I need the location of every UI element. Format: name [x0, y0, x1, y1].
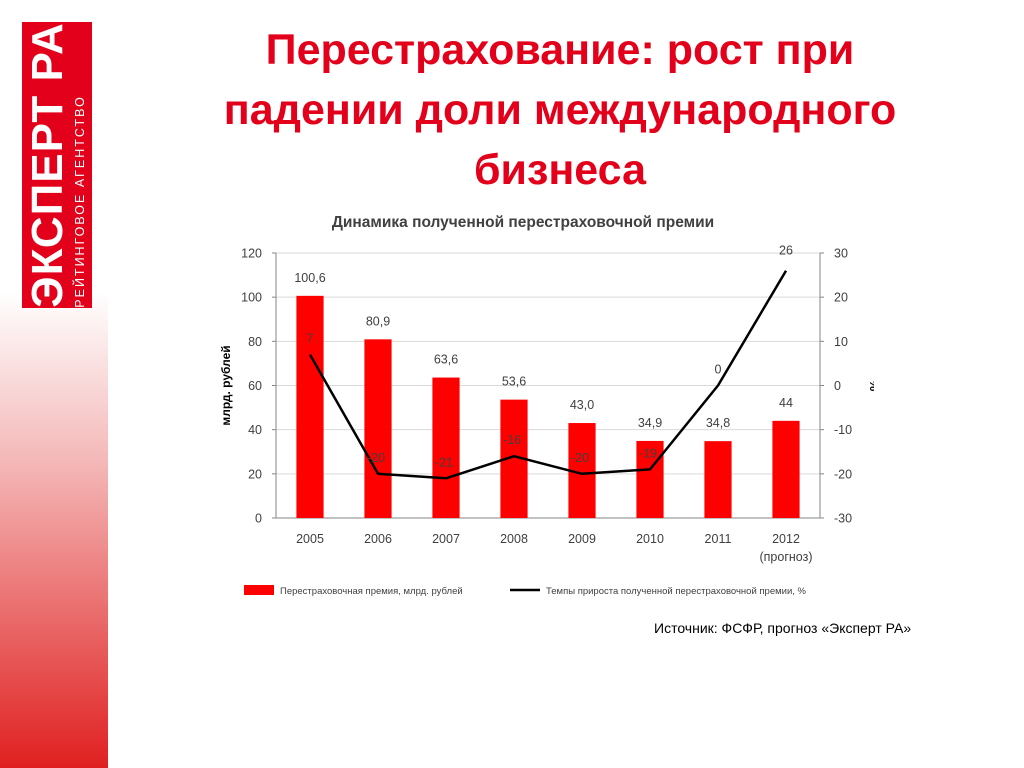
- y2-tick-label: 30: [834, 247, 848, 261]
- y2-tick-label: -10: [834, 423, 852, 437]
- y-tick-label: 120: [241, 247, 262, 261]
- x-tick-label: 2010: [636, 532, 664, 546]
- y2-tick-label: -20: [834, 467, 852, 481]
- y-tick-label: 20: [248, 467, 262, 481]
- x-tick-note: (прогноз): [759, 550, 812, 564]
- y2-tick-label: -30: [834, 512, 852, 526]
- slide-title-line-2: падении доли международного: [223, 86, 897, 134]
- bar-value-label: 80,9: [366, 314, 390, 328]
- y2-tick-label: 0: [834, 379, 841, 393]
- line-value-label: 7: [307, 332, 314, 346]
- line-value-label: 26: [779, 244, 793, 258]
- y-tick-label: 80: [248, 335, 262, 349]
- bar-2012: [772, 420, 800, 518]
- premium-chart: Динамика полученной перестраховочной пре…: [214, 200, 874, 610]
- legend-label-line: Темпы прироста полученной перестраховочн…: [546, 586, 807, 597]
- y-tick-label: 100: [241, 291, 262, 305]
- bar-2010: [636, 440, 664, 518]
- bar-value-label: 34,9: [638, 416, 662, 430]
- bar-value-label: 53,6: [502, 375, 526, 389]
- slide-title-line-1: Перестрахование: рост при: [265, 26, 855, 74]
- line-value-label: -16: [503, 433, 521, 447]
- y-tick-label: 0: [255, 512, 262, 526]
- growth-rate-line: [308, 270, 788, 480]
- x-tick-label: 2011: [705, 532, 732, 546]
- y2-tick-label: 20: [834, 291, 848, 305]
- bar-value-label: 63,6: [434, 353, 458, 367]
- bar-value-label: 100,6: [294, 271, 325, 285]
- slide-title-line-3: бизнеса: [473, 146, 647, 194]
- line-value-label: -20: [571, 451, 589, 465]
- slide-title: Перестрахование: рост при падении доли м…: [120, 20, 1000, 200]
- line-value-label: -20: [367, 451, 385, 465]
- legend-swatch-bar: [244, 585, 274, 595]
- line-value-label: 0: [715, 363, 722, 377]
- x-tick-label: 2008: [500, 532, 528, 546]
- y2-axis-title: %: [867, 380, 874, 392]
- bar-2007: [432, 377, 460, 518]
- bar-2006: [364, 339, 392, 518]
- y-tick-label: 60: [248, 379, 262, 393]
- legend-label-bar: Перестраховочная премия, млрд. рублей: [280, 586, 463, 597]
- bar-value-label: 43,0: [570, 398, 594, 412]
- line-value-label: -19: [639, 446, 657, 460]
- premium-chart-svg: Динамика полученной перестраховочной пре…: [219, 214, 874, 597]
- x-tick-label: 2012: [772, 532, 800, 546]
- x-tick-label: 2005: [296, 532, 324, 546]
- y-axis-title: млрд. рублей: [219, 345, 233, 425]
- bar-2011: [704, 441, 732, 518]
- line-value-label: -21: [435, 455, 453, 469]
- y-tick-label: 40: [248, 423, 262, 437]
- bar-value-label: 44: [779, 396, 793, 410]
- expert-ra-logo: ЭКСПЕРТ РА РЕЙТИНГОВОЕ АГЕНТСТВО: [22, 22, 92, 308]
- logo-main-text: ЭКСПЕРТ РА: [23, 22, 72, 308]
- y2-tick-label: 10: [834, 335, 848, 349]
- bar-2005: [296, 295, 324, 518]
- x-tick-label: 2007: [432, 532, 460, 546]
- source-note: Источник: ФСФР, прогноз «Эксперт РА»: [654, 620, 912, 636]
- bar-value-label: 34,8: [706, 416, 730, 430]
- logo-sub-text: РЕЙТИНГОВОЕ АГЕНТСТВО: [73, 95, 87, 308]
- chart-title: Динамика полученной перестраховочной пре…: [332, 214, 714, 231]
- x-tick-label: 2009: [568, 532, 596, 546]
- x-tick-label: 2006: [364, 532, 392, 546]
